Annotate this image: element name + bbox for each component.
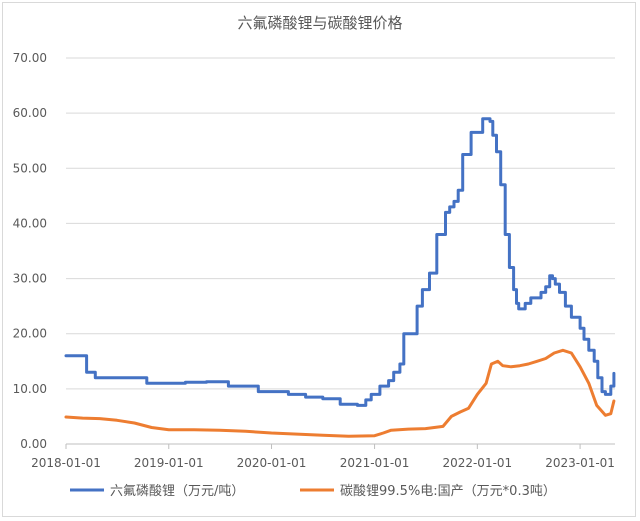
y-tick-label: 70.00 xyxy=(13,51,47,65)
axes: 0.00 10.00 20.00 30.00 40.00 50.00 60.00 70.00 2… xyxy=(13,51,615,470)
legend-label-1: 六氟磷酸锂（万元/吨） xyxy=(110,484,244,499)
x-tick-label: 2021-01-01 xyxy=(340,456,410,470)
y-tick-label: 10.00 xyxy=(13,382,47,396)
x-tick-label: 2018-01-01 xyxy=(31,456,101,470)
y-tick-label: 0.00 xyxy=(20,437,47,451)
x-tick-label: 2020-01-01 xyxy=(237,456,307,470)
chart-title: 六氟磷酸锂与碳酸锂价格 xyxy=(237,14,402,32)
y-tick-label: 60.00 xyxy=(13,106,47,120)
chart-frame xyxy=(2,2,636,517)
series-line-1 xyxy=(64,117,616,407)
x-tick-label: 2022-01-01 xyxy=(442,456,512,470)
y-tick-label: 30.00 xyxy=(13,272,47,286)
series-lines xyxy=(64,117,616,438)
y-tick-label: 40.00 xyxy=(13,216,47,230)
legend-label-2: 碳酸锂99.5%电:国产（万元*0.3吨） xyxy=(340,484,556,499)
x-tick-label: 2019-01-01 xyxy=(134,456,204,470)
grid-lines xyxy=(66,57,615,390)
series-line-2 xyxy=(64,348,616,438)
y-tick-label: 50.00 xyxy=(13,161,47,175)
x-tick-label: 2023-01-01 xyxy=(545,456,615,470)
y-tick-label: 20.00 xyxy=(13,327,47,341)
legend: 六氟磷酸锂（万元/吨） 碳酸锂99.5%电:国产（万元*0.3吨） xyxy=(70,484,556,499)
